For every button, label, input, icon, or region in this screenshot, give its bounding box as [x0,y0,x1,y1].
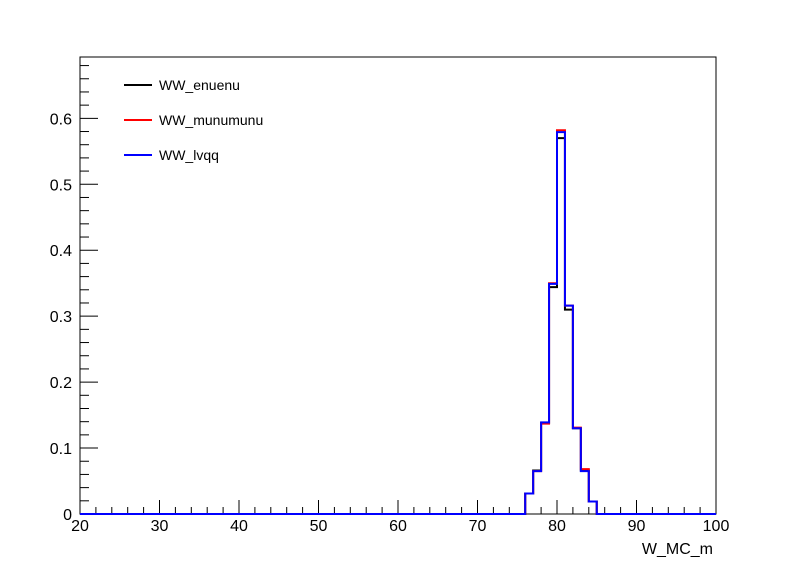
series-line-WW_munumunu [80,129,716,515]
y-tick-label: 0 [63,507,72,524]
x-tick-label: 40 [230,518,248,535]
y-axis-ticks: 0 0.1 0.2 0.3 0.4 0.5 0.6 [50,65,98,524]
y-tick-label: 0.4 [50,243,72,260]
x-axis-title: W_MC_m [642,541,713,558]
series-line-WW_enuenu [80,137,716,515]
x-axis-ticks: 20 30 40 50 60 70 80 90 100 [71,500,729,535]
y-tick-label: 0.6 [50,111,72,128]
y-tick-label: 0.3 [50,309,72,326]
x-tick-label: 80 [548,518,566,535]
y-tick-label: 0.5 [50,177,72,194]
x-tick-label: 100 [703,518,730,535]
x-tick-label: 70 [469,518,487,535]
x-tick-label: 90 [628,518,646,535]
legend-label: WW_enuenu [159,77,240,93]
legend: WW_enuenu WW_munumunu WW_lvqq [124,77,263,163]
y-tick-label: 0.2 [50,375,72,392]
legend-label: WW_munumunu [159,112,263,128]
x-tick-label: 30 [151,518,169,535]
y-tick-label: 0.1 [50,441,72,458]
x-tick-label: 20 [71,518,89,535]
series-line-WW_lvqq [80,131,716,515]
x-tick-label: 60 [389,518,407,535]
x-tick-label: 50 [310,518,328,535]
series-layer [80,129,716,515]
legend-label: WW_lvqq [159,147,219,163]
